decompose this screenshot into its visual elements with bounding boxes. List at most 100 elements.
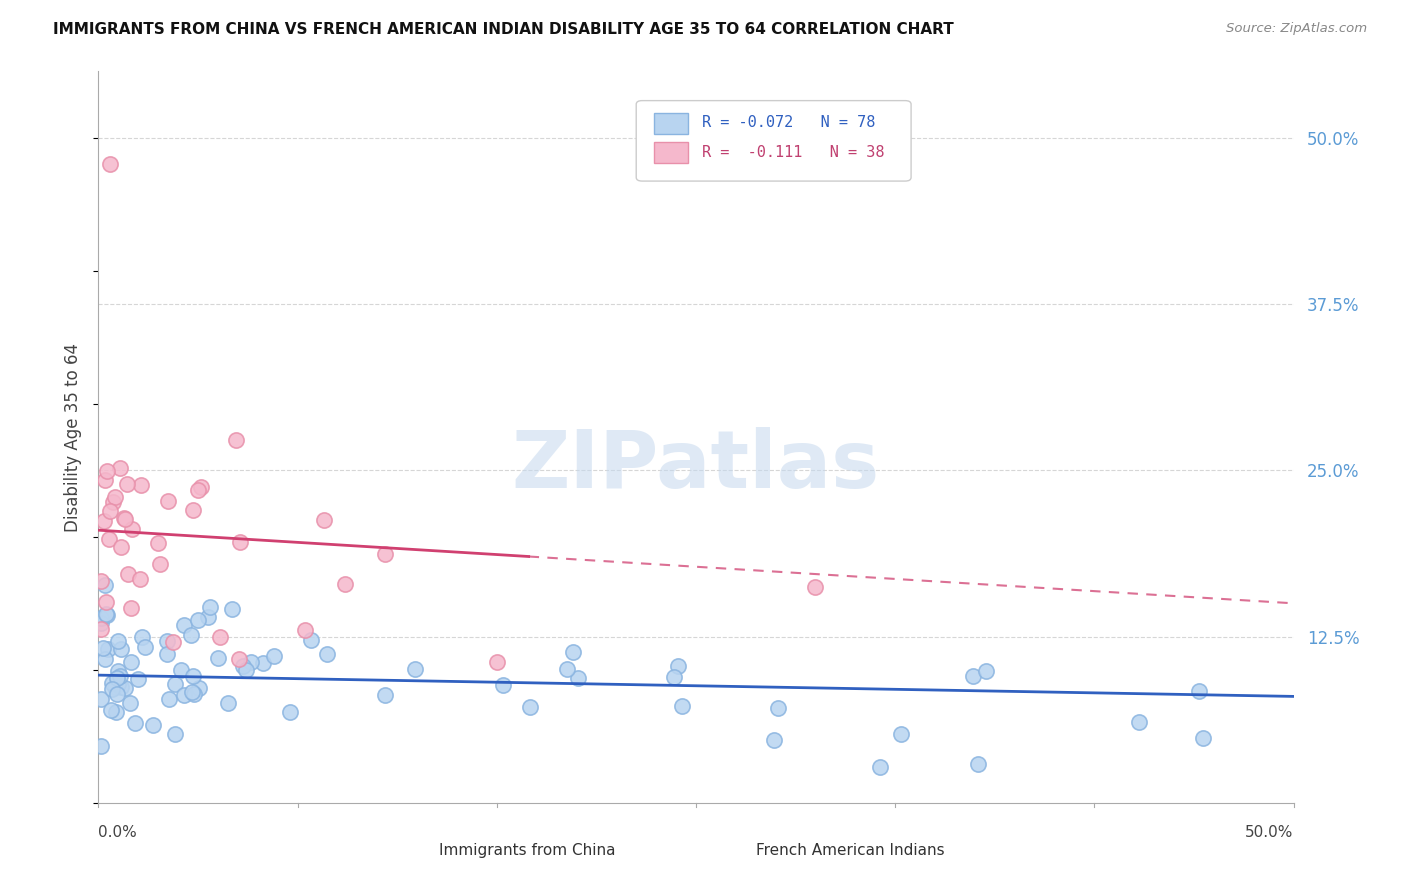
Point: [120, 656, 142, 670]
Point: [374, 547, 396, 561]
Point: [314, 513, 336, 527]
Text: R = -0.072   N = 78: R = -0.072 N = 78: [702, 115, 876, 130]
Point: [316, 647, 339, 661]
Point: [129, 478, 152, 492]
Point: [114, 512, 136, 526]
Point: [228, 652, 250, 666]
Point: [98, 157, 121, 171]
Point: [1188, 684, 1211, 698]
Point: [235, 664, 257, 678]
Point: [1192, 731, 1215, 745]
Point: [188, 681, 211, 696]
FancyBboxPatch shape: [637, 101, 911, 181]
Text: 50.0%: 50.0%: [1246, 825, 1294, 839]
Point: [252, 656, 274, 670]
Point: [96, 608, 118, 623]
Point: [662, 670, 685, 684]
Point: [97, 642, 120, 657]
Point: [107, 677, 129, 691]
Point: [555, 662, 578, 676]
Point: [148, 536, 170, 550]
Point: [374, 688, 396, 702]
Point: [117, 567, 139, 582]
Bar: [654, 143, 688, 163]
Point: [90, 739, 112, 753]
Point: [93, 514, 115, 528]
Point: [333, 576, 356, 591]
Point: [90, 611, 112, 625]
Point: [180, 627, 202, 641]
Point: [110, 641, 132, 656]
Point: [100, 703, 122, 717]
Point: [105, 687, 128, 701]
Point: [974, 664, 997, 678]
Point: [404, 663, 426, 677]
Point: [101, 681, 124, 696]
Point: [121, 522, 143, 536]
Point: [101, 495, 124, 509]
Point: [962, 669, 984, 683]
Point: [90, 622, 112, 636]
Point: [134, 640, 156, 654]
Point: [225, 433, 247, 447]
Point: [207, 651, 229, 665]
Point: [90, 574, 112, 588]
Point: [198, 600, 221, 615]
Point: [190, 480, 212, 494]
Point: [120, 696, 142, 710]
Text: IMMIGRANTS FROM CHINA VS FRENCH AMERICAN INDIAN DISABILITY AGE 35 TO 64 CORRELAT: IMMIGRANTS FROM CHINA VS FRENCH AMERICAN…: [53, 22, 955, 37]
Point: [120, 600, 142, 615]
Point: [869, 760, 891, 774]
Point: [278, 706, 301, 720]
Point: [492, 678, 515, 692]
Point: [104, 706, 127, 720]
Point: [91, 641, 114, 656]
Point: [127, 672, 149, 686]
Point: [162, 635, 184, 649]
Bar: [654, 113, 688, 134]
Point: [485, 655, 508, 669]
Point: [115, 477, 138, 491]
Point: [209, 630, 232, 644]
Point: [104, 681, 127, 695]
Point: [165, 677, 187, 691]
Text: Immigrants from China: Immigrants from China: [439, 843, 616, 858]
Point: [90, 616, 112, 631]
Point: [890, 727, 912, 741]
Point: [170, 664, 193, 678]
Point: [671, 699, 693, 714]
Point: [104, 490, 127, 504]
Point: [180, 685, 202, 699]
Point: [110, 540, 132, 554]
Point: [96, 464, 118, 478]
Text: French American Indians: French American Indians: [756, 843, 945, 858]
Point: [157, 692, 180, 706]
Point: [173, 618, 195, 632]
Point: [94, 651, 117, 665]
Point: [163, 727, 186, 741]
Point: [141, 718, 163, 732]
Point: [197, 610, 219, 624]
Point: [294, 624, 316, 638]
Point: [187, 613, 209, 627]
Text: Source: ZipAtlas.com: Source: ZipAtlas.com: [1226, 22, 1367, 36]
Point: [94, 578, 117, 592]
Point: [239, 655, 262, 669]
Point: [181, 669, 204, 683]
Point: [128, 572, 150, 586]
Point: [217, 696, 239, 710]
Point: [108, 669, 131, 683]
Point: [183, 687, 205, 701]
Point: [763, 733, 786, 747]
Point: [1128, 714, 1150, 729]
Point: [105, 671, 128, 685]
Point: [766, 701, 789, 715]
Bar: [720, 837, 747, 853]
Point: [221, 602, 243, 616]
Text: 0.0%: 0.0%: [98, 825, 138, 839]
Point: [112, 510, 135, 524]
Point: [229, 535, 252, 549]
Text: ZIPatlas: ZIPatlas: [512, 427, 880, 506]
Point: [148, 557, 170, 571]
Point: [124, 715, 146, 730]
